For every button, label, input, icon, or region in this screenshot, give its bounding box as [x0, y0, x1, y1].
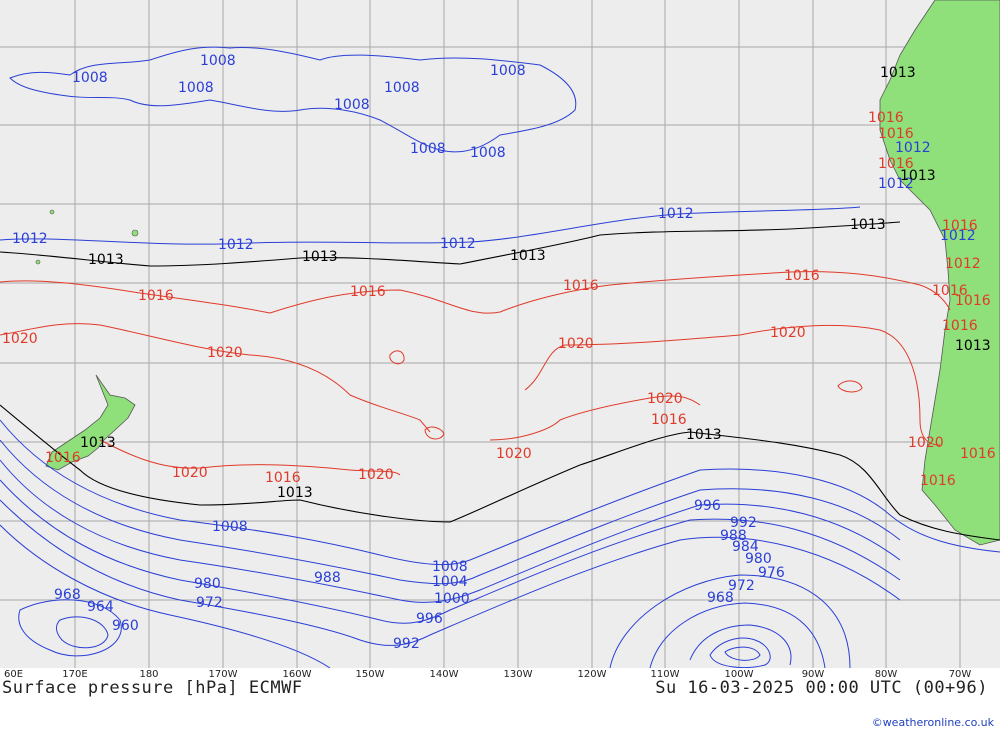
label-1020: 1020	[358, 467, 394, 483]
south-america-land	[879, 0, 1000, 546]
label-1013: 1013	[850, 217, 886, 233]
label-1008: 1008	[212, 519, 248, 535]
label-988: 988	[314, 570, 341, 586]
label-1016: 1016	[563, 278, 599, 294]
label-1012: 1012	[945, 256, 981, 272]
label-1016: 1016	[955, 293, 991, 309]
label-1016: 1016	[651, 412, 687, 428]
new-zealand-land	[45, 374, 136, 471]
longitude-label: 170E	[62, 669, 88, 680]
label-1013: 1013	[900, 168, 936, 184]
label-1013: 1013	[302, 249, 338, 265]
label-960: 960	[112, 618, 139, 634]
label-1000: 1000	[434, 591, 470, 607]
label-1008: 1008	[490, 63, 526, 79]
longitude-label: 140W	[429, 669, 459, 680]
label-1008: 1008	[384, 80, 420, 96]
label-1016: 1016	[920, 473, 956, 489]
label-968: 968	[54, 587, 81, 603]
longitude-label: 100W	[724, 669, 754, 680]
longitude-label: 170W	[208, 669, 238, 680]
longitude-label: 120W	[577, 669, 607, 680]
label-1008: 1008	[470, 145, 506, 161]
label-984: 984	[732, 539, 759, 555]
valid-time: Su 16-03-2025 00:00 UTC (00+96)	[655, 678, 988, 698]
label-1012: 1012	[658, 206, 694, 222]
label-1008: 1008	[410, 141, 446, 157]
label-1008: 1008	[72, 70, 108, 86]
label-996: 996	[694, 498, 721, 514]
isobars-1013	[0, 221, 1000, 541]
label-1016: 1016	[960, 446, 996, 462]
longitude-label: 150W	[355, 669, 385, 680]
label-1013: 1013	[510, 248, 546, 264]
label-1016: 1016	[942, 318, 978, 334]
longitude-label: 160W	[282, 669, 312, 680]
label-1013: 1013	[686, 427, 722, 443]
label-1020: 1020	[2, 331, 38, 347]
label-1016: 1016	[942, 218, 978, 234]
label-1012: 1012	[895, 140, 931, 156]
label-1016: 1016	[932, 283, 968, 299]
longitude-label: 60E	[4, 669, 24, 680]
label-992: 992	[393, 636, 420, 652]
label-992: 992	[730, 515, 757, 531]
label-1016: 1016	[784, 268, 820, 284]
longitude-label: 130W	[503, 669, 533, 680]
label-1020: 1020	[558, 336, 594, 352]
label-1004: 1004	[432, 574, 468, 590]
isobar-labels: 1008 1008 1008 1008 1008 1008 1008 1008 …	[2, 53, 996, 652]
pressure-map: 1008 1008 1008 1008 1008 1008 1008 1008 …	[0, 0, 1000, 668]
label-1020: 1020	[647, 391, 683, 407]
label-964: 964	[87, 599, 114, 615]
label-1020: 1020	[207, 345, 243, 361]
label-972: 972	[196, 595, 223, 611]
label-1008: 1008	[178, 80, 214, 96]
label-1020: 1020	[172, 465, 208, 481]
label-1012: 1012	[940, 228, 976, 244]
label-1016: 1016	[138, 288, 174, 304]
label-972: 972	[728, 578, 755, 594]
label-1016: 1016	[350, 284, 386, 300]
label-1016: 1016	[878, 126, 914, 142]
label-1008: 1008	[200, 53, 236, 69]
isobars-high	[0, 271, 951, 476]
longitude-label: 70W	[948, 669, 972, 680]
label-1012: 1012	[440, 236, 476, 252]
map-title: Surface pressure [hPa] ECMWF	[2, 678, 303, 698]
label-1008: 1008	[334, 97, 370, 113]
longitude-label: 90W	[801, 669, 825, 680]
label-980: 980	[745, 551, 772, 567]
label-1020: 1020	[496, 446, 532, 462]
label-1013: 1013	[277, 485, 313, 501]
longitude-label: 80W	[874, 669, 898, 680]
isobars-low-south	[0, 419, 1000, 668]
label-1016: 1016	[878, 156, 914, 172]
label-1016: 1016	[265, 470, 301, 486]
label-968: 968	[707, 590, 734, 606]
longitude-label: 180	[139, 669, 159, 680]
label-1013: 1013	[955, 338, 991, 354]
label-976: 976	[758, 565, 785, 581]
label-1012: 1012	[12, 231, 48, 247]
label-1012: 1012	[218, 237, 254, 253]
label-1012: 1012	[878, 176, 914, 192]
label-1013: 1013	[80, 435, 116, 451]
label-980: 980	[194, 576, 221, 592]
label-1008: 1008	[432, 559, 468, 575]
longitude-label: 110W	[650, 669, 680, 680]
label-988: 988	[720, 528, 747, 544]
credit-link[interactable]: ©weatheronline.co.uk	[871, 716, 994, 729]
isobars-low-north	[0, 46, 861, 245]
label-996: 996	[416, 611, 443, 627]
label-1016: 1016	[45, 450, 81, 466]
label-1013: 1013	[88, 252, 124, 268]
label-1020: 1020	[908, 435, 944, 451]
label-1020: 1020	[770, 325, 806, 341]
map-footer: 60E 170E 180 170W 160W 150W 140W 130W 12…	[0, 668, 1000, 733]
label-1016: 1016	[868, 110, 904, 126]
label-1013: 1013	[880, 65, 916, 81]
